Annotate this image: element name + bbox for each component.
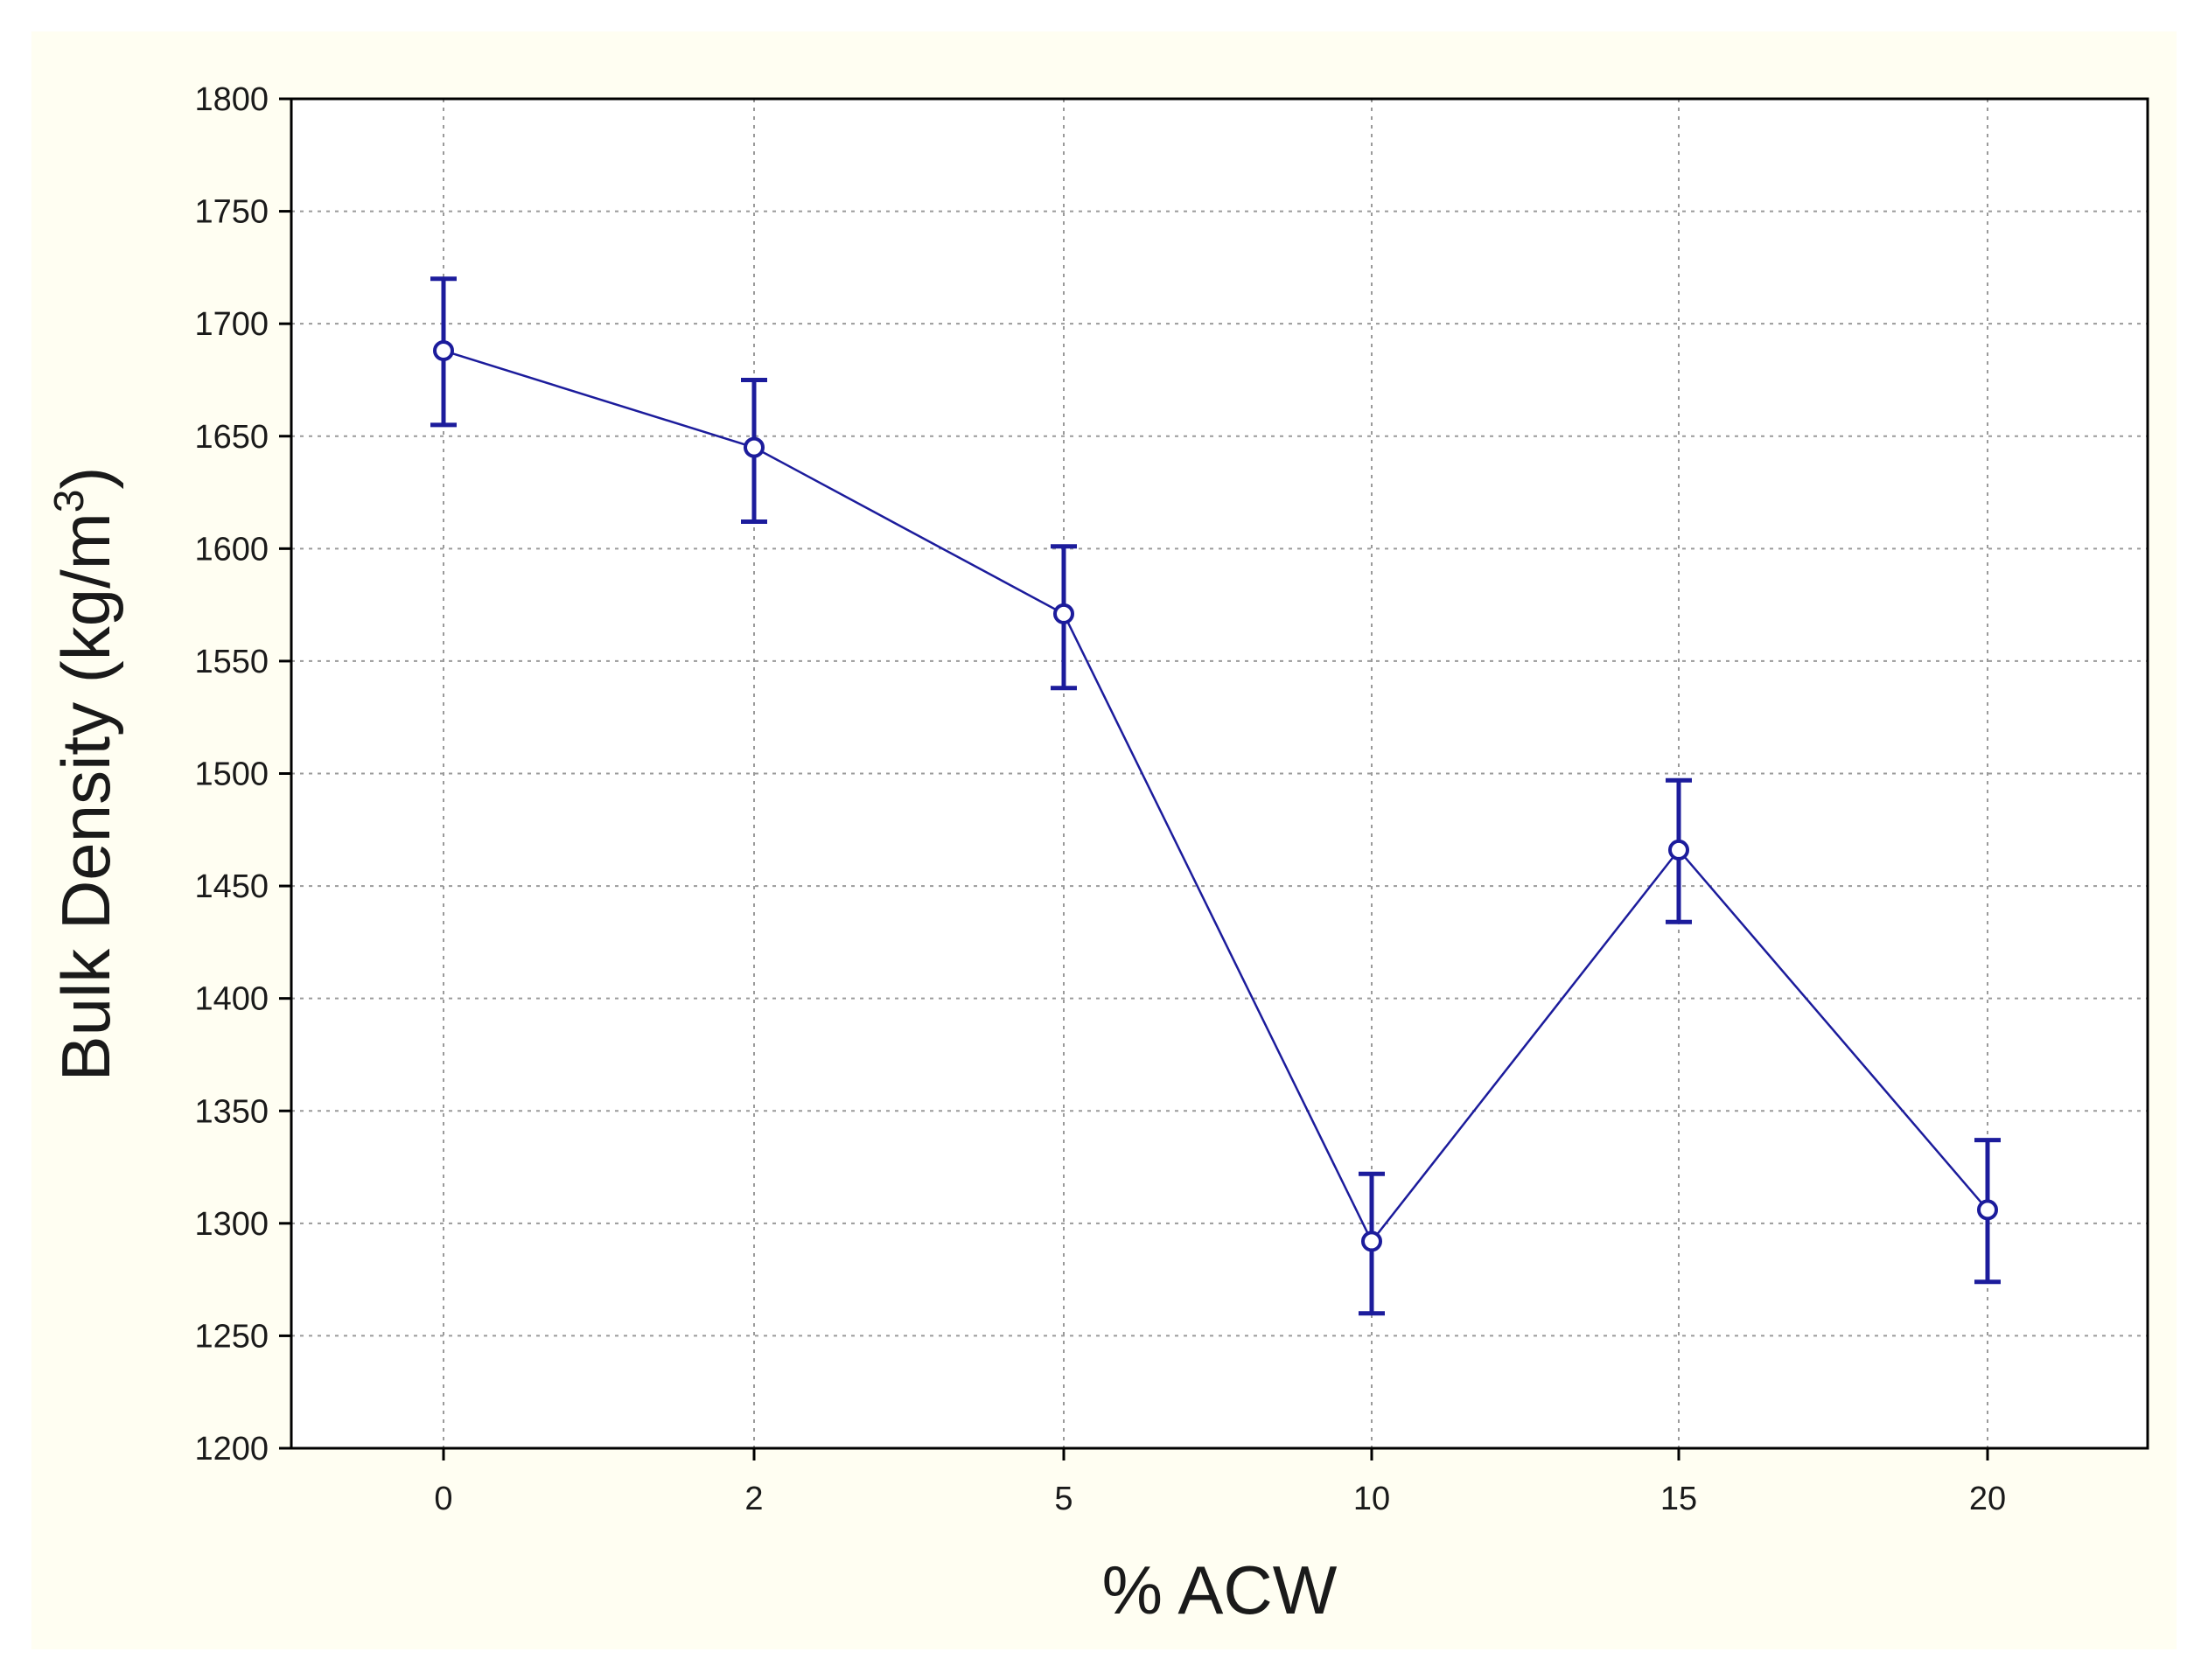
y-axis-title: Bulk Density (kg/m3) xyxy=(46,467,124,1082)
y-tick-label: 1400 xyxy=(194,981,269,1018)
y-axis-title-superscript: 3 xyxy=(46,490,93,513)
data-point xyxy=(744,436,765,458)
x-axis-ticks: 0 2 5 10 15 20 xyxy=(434,1448,2006,1517)
x-tick-label: 15 xyxy=(1660,1481,1697,1517)
y-tick-label: 1300 xyxy=(194,1206,269,1243)
y-axis-ticks: 1200 1250 1300 1350 1400 1450 1500 1550 1600 1650… xyxy=(194,81,291,1467)
y-tick-label: 1750 xyxy=(194,194,269,231)
y-tick-label: 1800 xyxy=(194,81,269,118)
y-tick-label: 1550 xyxy=(194,644,269,680)
data-point xyxy=(433,340,454,362)
series-line xyxy=(443,349,1988,1244)
y-axis-title-main: Bulk Density (kg/m xyxy=(47,512,124,1081)
x-tick-label: 0 xyxy=(434,1481,452,1517)
data-point xyxy=(1361,1230,1382,1252)
x-axis-title: % ACW xyxy=(1102,1551,1338,1628)
x-tick-label: 20 xyxy=(1969,1481,2006,1517)
y-tick-label: 1700 xyxy=(194,306,269,343)
series-layer xyxy=(430,276,2001,1316)
x-tick-label: 10 xyxy=(1353,1481,1390,1517)
y-tick-label: 1200 xyxy=(194,1431,269,1467)
data-point xyxy=(1977,1199,1998,1221)
x-tick-label: 2 xyxy=(744,1481,763,1517)
y-tick-label: 1500 xyxy=(194,756,269,793)
y-tick-label: 1450 xyxy=(194,868,269,905)
grid-lines xyxy=(291,99,2148,1448)
y-tick-label: 1650 xyxy=(194,419,269,456)
y-axis-title-close: ) xyxy=(47,467,124,490)
data-point xyxy=(1668,839,1689,861)
y-tick-label: 1600 xyxy=(194,531,269,568)
y-tick-label: 1250 xyxy=(194,1318,269,1355)
data-point xyxy=(1053,603,1074,624)
x-tick-label: 5 xyxy=(1054,1481,1073,1517)
y-tick-label: 1350 xyxy=(194,1093,269,1130)
